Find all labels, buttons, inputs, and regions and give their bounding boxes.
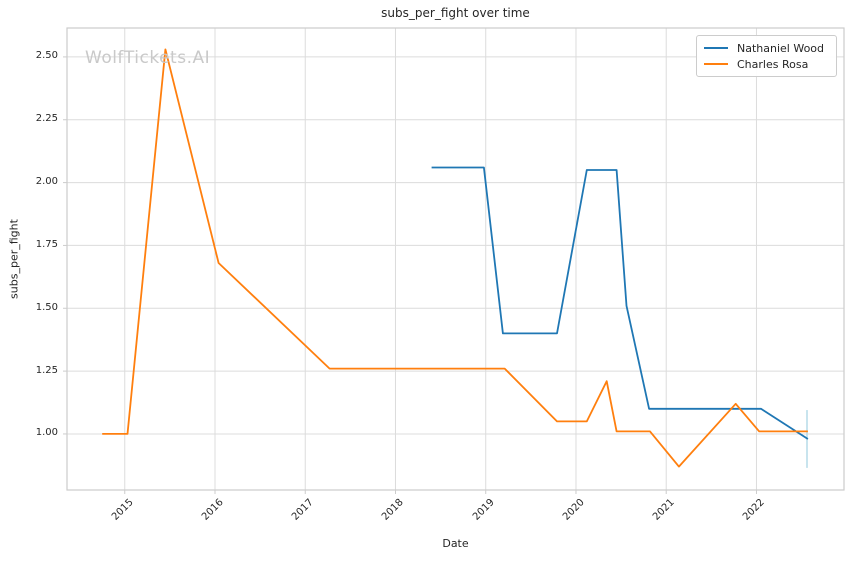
plot-border: [66, 27, 845, 491]
legend-line-swatch-orange: [704, 63, 728, 65]
x-axis-label: Date: [442, 537, 469, 550]
y-tick-label: 1.00: [35, 427, 58, 439]
y-tick-label: 1.25: [35, 364, 58, 376]
y-tick-label: 1.75: [35, 238, 58, 250]
series-line-nathaniel-wood: [431, 166, 809, 440]
chart-title: subs_per_fight over time: [381, 6, 530, 20]
legend: Nathaniel Wood Charles Rosa: [696, 35, 837, 77]
y-tick-label: 2.50: [35, 50, 58, 62]
legend-item-nathaniel-wood: Nathaniel Wood: [704, 40, 830, 56]
legend-label: Charles Rosa: [737, 57, 809, 71]
y-tick-label: 2.00: [35, 176, 58, 188]
series-line-charles-rosa: [102, 48, 808, 468]
legend-line-swatch-blue: [704, 47, 728, 49]
y-tick-label: 2.25: [35, 113, 58, 125]
legend-label: Nathaniel Wood: [737, 41, 825, 55]
watermark: WolfTickets.AI: [85, 48, 211, 68]
y-axis-label: subs_per_fight: [7, 219, 21, 299]
legend-item-charles-rosa: Charles Rosa: [704, 56, 830, 72]
y-tick-label: 1.50: [35, 301, 58, 313]
